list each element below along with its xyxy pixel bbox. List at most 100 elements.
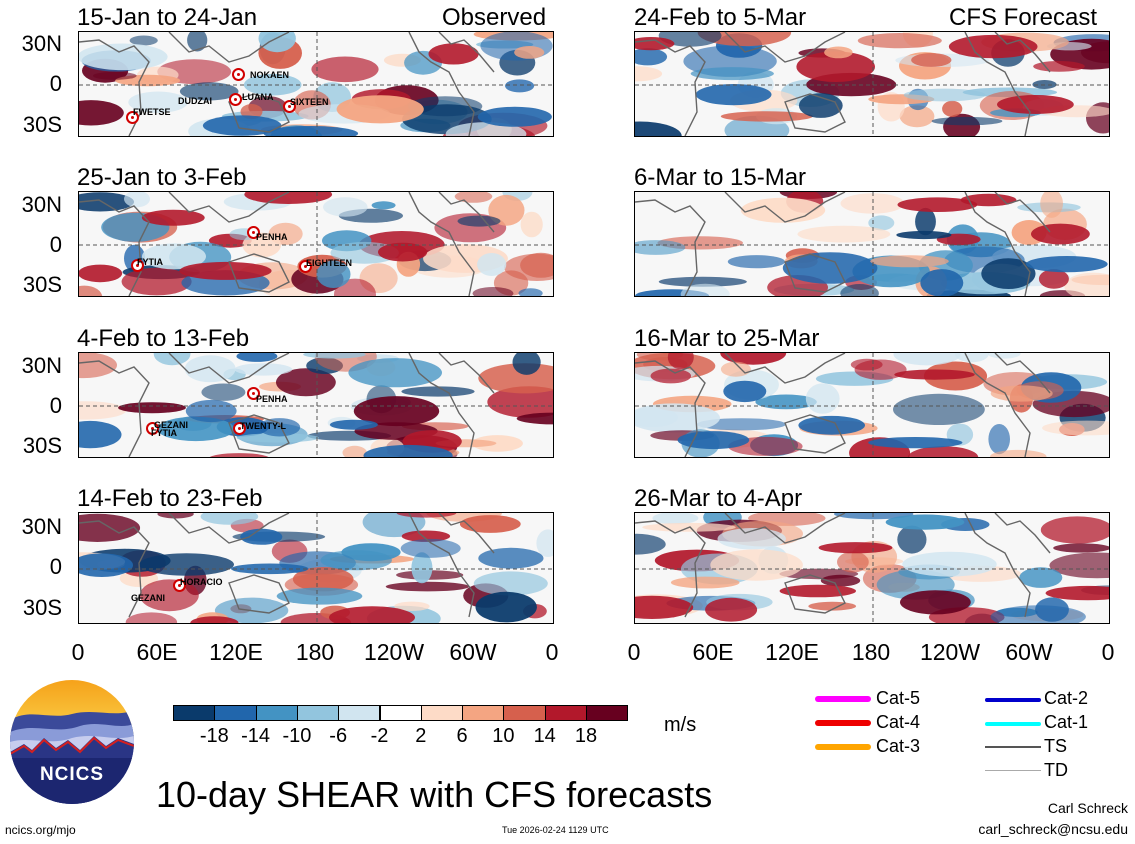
- colorbar-swatch: [255, 705, 298, 721]
- storm-icon: [232, 68, 245, 81]
- lat-label: 0: [49, 71, 62, 96]
- lat-label: 30N: [21, 353, 62, 378]
- colorbar-swatch: [462, 705, 505, 721]
- storm-icon: [126, 111, 139, 124]
- legend-line-cat2: [985, 698, 1041, 702]
- map-panel: [78, 191, 554, 297]
- lon-label: 60E: [136, 639, 178, 665]
- map-panel: [634, 512, 1110, 624]
- shear-field: [635, 513, 1109, 623]
- lon-label: 120E: [765, 639, 819, 665]
- shear-field: [79, 513, 553, 623]
- logo-graphic: [10, 680, 134, 804]
- panel-period-title: 14-Feb to 23-Feb: [77, 485, 263, 512]
- author-email[interactable]: carl_schreck@ncsu.edu: [978, 821, 1128, 837]
- legend-line-cat4: [815, 720, 871, 726]
- storm-label: PENHA: [256, 394, 288, 404]
- colorbar-swatch: [503, 705, 546, 721]
- lat-label: 0: [49, 554, 62, 579]
- colorbar-tick-label: -2: [370, 725, 389, 747]
- lat-label: 30S: [22, 112, 62, 137]
- colorbar-swatch: [544, 705, 587, 721]
- lon-label: 0: [1101, 639, 1115, 665]
- map-panel: [78, 352, 554, 458]
- panel-period-title: 16-Mar to 25-Mar: [634, 325, 820, 352]
- storm-label: NOKAEN: [250, 70, 290, 80]
- lat-label: 0: [49, 393, 62, 418]
- colorbar-tick-label: -10: [282, 725, 312, 747]
- panel-period-title: 25-Jan to 3-Feb: [77, 164, 247, 191]
- storm-label: DUDZAI: [178, 96, 212, 106]
- lat-label: 30S: [22, 433, 62, 458]
- legend-label: TS: [1044, 736, 1068, 756]
- storm-icon: [233, 422, 246, 435]
- storm-label: GEZANI: [154, 420, 189, 430]
- storm-label: HORACIO: [180, 577, 223, 587]
- map-panel: [78, 31, 554, 137]
- lon-label: 120W: [363, 639, 425, 665]
- shear-field: [79, 32, 553, 136]
- shear-field: [79, 353, 553, 457]
- legend-line-cat5: [815, 696, 871, 702]
- storm-icon: [247, 387, 260, 400]
- map-panel: [634, 31, 1110, 137]
- lon-label: 60E: [692, 639, 734, 665]
- colorbar-swatch: [173, 705, 216, 721]
- colorbar-swatch: [379, 705, 422, 721]
- lat-label: 0: [49, 232, 62, 257]
- timestamp: Tue 2026-02-24 1129 UTC: [502, 825, 609, 835]
- colorbar-tick-label: -18: [199, 725, 229, 747]
- shear-field: [635, 353, 1109, 457]
- storm-label: EIGHTEEN: [306, 258, 353, 268]
- legend-label: Cat-4: [876, 712, 921, 732]
- colorbar-swatch: [214, 705, 257, 721]
- lat-label: 30S: [22, 595, 62, 620]
- storm-label: SIXTEEN: [290, 97, 329, 107]
- map-panel: [634, 352, 1110, 458]
- colorbar-units: m/s: [664, 714, 697, 736]
- site-url[interactable]: ncics.org/mjo: [5, 823, 76, 837]
- colorbar-swatch: [296, 705, 340, 721]
- legend-line-td: [985, 770, 1041, 771]
- lat-label: 30N: [21, 31, 62, 56]
- lon-label: 0: [545, 639, 559, 665]
- storm-label: FYTIA: [151, 428, 177, 438]
- lon-label: 0: [71, 639, 85, 665]
- logo-text: NCICS: [39, 764, 105, 785]
- shear-field: [635, 192, 1109, 296]
- map-panel: [78, 512, 554, 624]
- colorbar-tick-label: 2: [415, 725, 427, 747]
- legend-label: Cat-1: [1044, 712, 1089, 732]
- lon-label: 180: [851, 639, 891, 665]
- storm-icon: [299, 260, 312, 273]
- storm-label: LUANA: [242, 92, 274, 102]
- legend-label: Cat-3: [876, 736, 921, 756]
- lat-label: 30N: [21, 514, 62, 539]
- colorbar-tick-label: 14: [533, 725, 556, 747]
- lat-label: 30S: [22, 272, 62, 297]
- map-panel: [634, 191, 1110, 297]
- shear-field: [635, 32, 1109, 136]
- storm-icon: [229, 93, 242, 106]
- storm-icon: [283, 100, 296, 113]
- lon-label: 60W: [449, 639, 497, 665]
- panel-period-title: 26-Mar to 4-Apr: [634, 485, 803, 512]
- colorbar-swatch: [420, 705, 464, 721]
- legend-line-cat3: [815, 744, 871, 750]
- storm-icon: [131, 259, 144, 272]
- author: Carl Schreck: [1047, 800, 1128, 816]
- storm-label: PENHA: [256, 232, 288, 242]
- legend-line-ts: [985, 746, 1041, 748]
- colorbar-tick-label: 10: [492, 725, 515, 747]
- panel-period-title: 24-Feb to 5-Mar: [634, 4, 807, 31]
- panel-period-title: 15-Jan to 24-Jan: [77, 4, 258, 31]
- panel-source-tag: Observed: [442, 4, 547, 31]
- shear-field: [79, 192, 553, 296]
- lon-label: 0: [627, 639, 641, 665]
- storm-label: GEZANI: [131, 593, 166, 603]
- storm-label: FWETSE: [133, 107, 171, 117]
- legend-line-cat1: [985, 722, 1041, 726]
- legend-label: Cat-2: [1044, 688, 1089, 708]
- storm-icon: [247, 226, 260, 239]
- lon-label: 60W: [1005, 639, 1053, 665]
